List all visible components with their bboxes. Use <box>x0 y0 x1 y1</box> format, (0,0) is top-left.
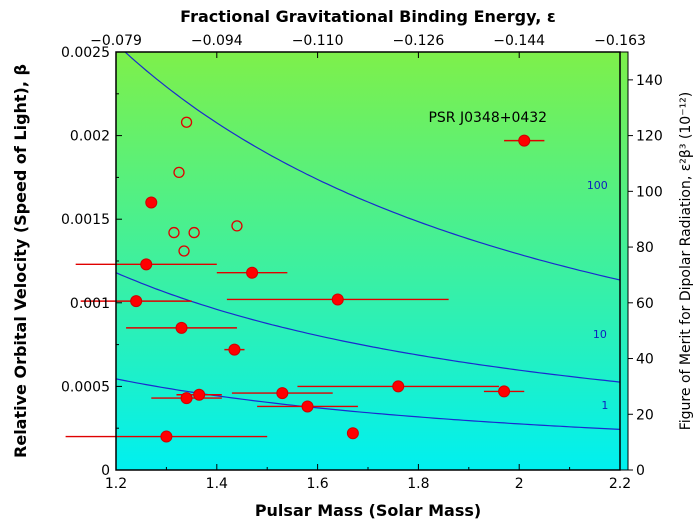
filled-point-1 <box>518 134 531 147</box>
filled-point-9 <box>392 380 405 393</box>
filled-point-14 <box>301 400 314 413</box>
contour-line-3 <box>124 52 620 281</box>
filled-point-8 <box>228 343 241 356</box>
colorbar-tick-label-2: 20 <box>636 407 654 423</box>
filled-point-15 <box>160 430 173 443</box>
colorbar-tick-label-3: 40 <box>636 352 654 368</box>
x-tick-label-6: 2.2 <box>609 476 631 492</box>
filled-point-7 <box>175 321 188 334</box>
filled-point-5 <box>130 295 143 308</box>
y-axis-title: Relative Orbital Velocity (Speed of Ligh… <box>11 64 30 458</box>
contour-label-2: 10 <box>593 328 607 341</box>
y-tick-label-2: 0.0005 <box>61 379 110 395</box>
data-points <box>130 116 531 443</box>
y-ticks: 0 0.0005 0.001 0.0015 0.002 0.0025 <box>61 45 122 479</box>
filled-point-16 <box>346 427 359 440</box>
top-tick-label-2: −0.094 <box>191 33 243 49</box>
contour-label-1: 1 <box>601 399 608 412</box>
filled-point-13 <box>180 392 193 405</box>
y-tick-label-4: 0.0015 <box>61 212 110 228</box>
contour-labels: 1 10 100 <box>587 179 609 412</box>
y-tick-label-6: 0.0025 <box>61 45 110 61</box>
top-tick-label-4: −0.126 <box>392 33 444 49</box>
colorbar-tick-label-6: 100 <box>636 184 663 200</box>
x-tick-label-1: 1.2 <box>105 476 127 492</box>
open-point-3 <box>231 220 243 232</box>
y-tick-label-1: 0 <box>101 463 110 479</box>
colorbar-tick-label-7: 120 <box>636 129 663 145</box>
filled-point-3 <box>140 258 153 271</box>
x-axis-title: Pulsar Mass (Solar Mass) <box>255 501 481 520</box>
contour-line-2 <box>116 272 620 383</box>
x-tick-label-4: 1.8 <box>407 476 429 492</box>
y-tick-label-5: 0.002 <box>70 129 110 145</box>
colorbar-tick-label-5: 80 <box>636 240 654 256</box>
filled-point-10 <box>498 385 511 398</box>
right-axis-title: Figure of Merit for Dipolar Radiation, ε… <box>678 92 694 431</box>
colorbar-tick-label-8: 140 <box>636 73 663 89</box>
x-tick-label-5: 2 <box>515 476 524 492</box>
filled-point-4 <box>246 266 259 279</box>
open-point-4 <box>168 226 180 239</box>
open-point-6 <box>178 245 190 257</box>
colorbar-tick-label-1: 0 <box>636 463 645 479</box>
top-tick-label-6: −0.163 <box>594 33 646 49</box>
top-tick-label-3: −0.110 <box>292 33 344 49</box>
filled-point-12 <box>193 388 206 401</box>
filled-point-2 <box>145 196 158 209</box>
open-point-2 <box>173 166 185 179</box>
open-point-5 <box>188 226 200 239</box>
x-tick-label-3: 1.6 <box>306 476 328 492</box>
top-tick-label-5: −0.144 <box>493 33 545 49</box>
top-axis-title: Fractional Gravitational Binding Energy,… <box>180 7 556 26</box>
x-tick-label-2: 1.4 <box>206 476 228 492</box>
open-point-1 <box>180 116 193 128</box>
contour-label-3: 100 <box>587 179 608 192</box>
pulsar-annotation: PSR J0348+0432 <box>428 110 547 126</box>
colorbar-ticks: 0 20 40 60 80 100 120 140 <box>628 73 663 479</box>
top-tick-label-1: −0.079 <box>90 33 142 49</box>
filled-point-6 <box>331 293 344 306</box>
x-ticks: 1.2 1.4 1.6 1.8 2 2.2 <box>105 464 631 492</box>
y-tick-label-3: 0.001 <box>70 296 110 312</box>
top-ticks: −0.079 −0.094 −0.110 −0.126 −0.144 −0.163 <box>90 33 646 58</box>
filled-point-11 <box>276 387 289 400</box>
colorbar-tick-label-4: 60 <box>636 296 654 312</box>
colorbar <box>619 51 629 471</box>
